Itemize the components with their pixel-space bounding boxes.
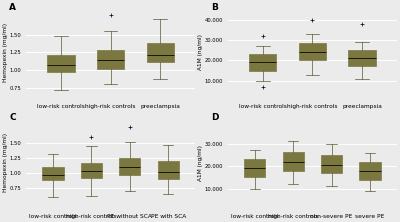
PathPatch shape [158,161,179,179]
Y-axis label: Hemopexin (mg/ml): Hemopexin (mg/ml) [3,23,8,82]
PathPatch shape [81,163,102,178]
PathPatch shape [97,50,124,69]
PathPatch shape [244,159,265,177]
Text: A: A [9,2,16,12]
Text: B: B [211,2,218,12]
PathPatch shape [283,152,304,171]
PathPatch shape [299,43,326,60]
Y-axis label: Hemopexin (mg/ml): Hemopexin (mg/ml) [3,133,8,192]
PathPatch shape [249,54,276,71]
PathPatch shape [47,55,74,72]
Y-axis label: A1M (ng/ml): A1M (ng/ml) [198,34,203,70]
PathPatch shape [321,155,342,173]
Text: C: C [9,113,16,122]
Y-axis label: A1M (ng/ml): A1M (ng/ml) [198,145,203,181]
Text: D: D [211,113,218,122]
PathPatch shape [360,162,380,180]
PathPatch shape [348,50,376,67]
PathPatch shape [147,43,174,62]
PathPatch shape [119,158,140,175]
PathPatch shape [42,167,64,180]
